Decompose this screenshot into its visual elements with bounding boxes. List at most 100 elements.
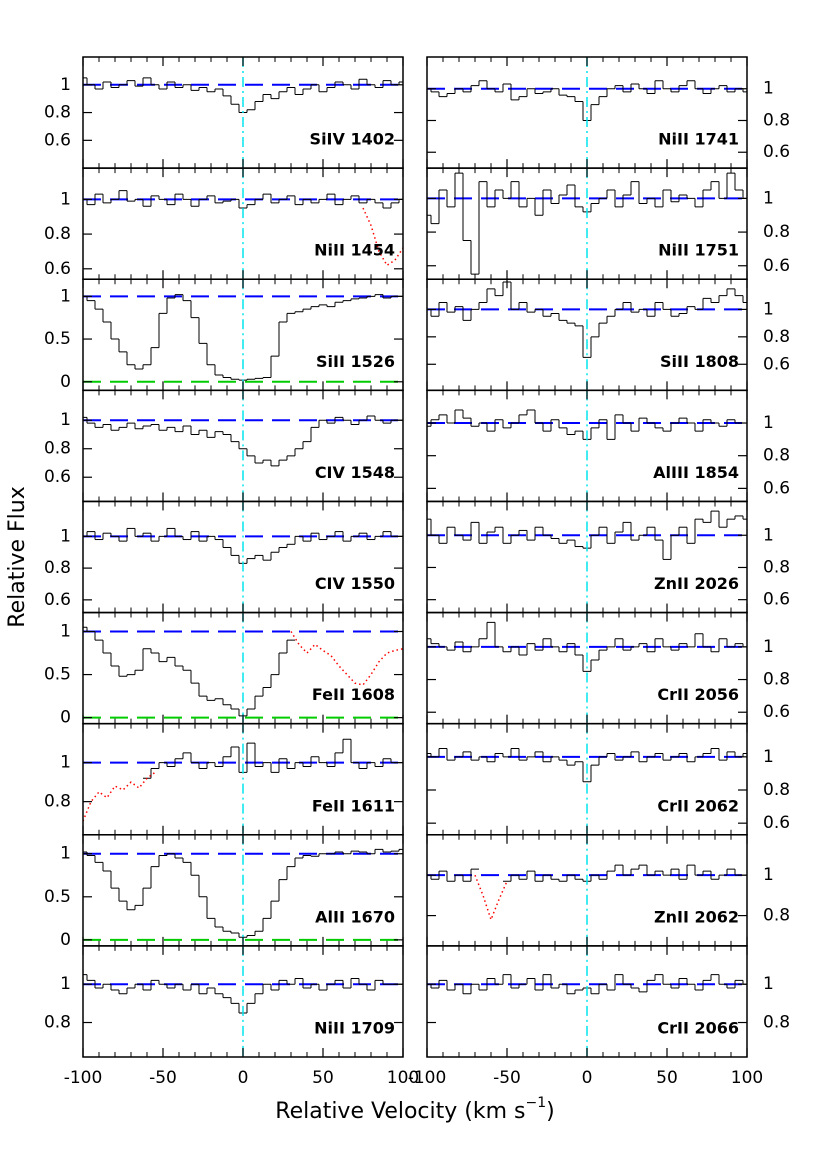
panel: 0.6 0.8 1 CrII 2062	[426, 722, 790, 836]
x-tick-label: 50	[656, 1068, 678, 1088]
panel: 0.6 0.8 1 SiIV 1402	[44, 56, 404, 169]
y-tick-label: 1	[60, 753, 71, 773]
plot-area	[427, 834, 747, 946]
y-tick-label: 1	[763, 413, 774, 433]
panel: 0.6 0.8 1 SiII 1808	[426, 278, 790, 392]
y-tick-label: 0.6	[763, 478, 790, 498]
y-tick-label: 1	[763, 865, 774, 885]
y-tick-label: 0.5	[44, 887, 71, 907]
panel: 0 0.5 1 AlII 1670	[44, 834, 404, 950]
panel: 0.8 1 FeII 1611	[44, 722, 404, 836]
panel: 0.6 0.8 1 CIV 1548	[44, 389, 404, 503]
panel: 0.6 0.8 1 NiII 1741	[426, 56, 790, 169]
plot-area	[427, 390, 747, 502]
panel-label: CrII 2062	[657, 796, 739, 815]
panel-label: AlIII 1854	[653, 463, 739, 482]
panel: 0.6 0.8 1 AlIII 1854	[426, 389, 790, 503]
panel-label: FeII 1608	[312, 685, 395, 704]
y-tick-label: 1	[763, 188, 774, 208]
y-tick-label: 0.8	[763, 446, 790, 466]
y-tick-label: 0.8	[763, 222, 790, 242]
y-tick-label: 0.6	[763, 590, 790, 610]
panel-label: ZnII 2026	[654, 574, 739, 593]
y-tick-label: 1	[60, 844, 71, 864]
y-tick-label: 1	[60, 286, 71, 306]
y-tick-label: 0.5	[44, 329, 71, 349]
plot-area	[83, 168, 403, 280]
panel-label: CrII 2066	[657, 1019, 739, 1038]
x-axis-title-sup: −1	[525, 1095, 546, 1111]
panel-label: NiII 1751	[658, 241, 739, 260]
y-axis-title: Relative Flux	[5, 486, 30, 627]
y-tick-label: 0.8	[44, 792, 71, 812]
plot-area	[83, 279, 403, 391]
y-tick-label: 1	[763, 974, 774, 994]
plot-area	[427, 57, 747, 169]
y-tick-label: 0.8	[44, 558, 71, 578]
y-tick-label: 0.6	[763, 702, 790, 722]
panel: 0 0.5 1 FeII 1608	[44, 611, 404, 728]
y-tick-label: 1	[60, 410, 71, 430]
y-tick-label: 0.8	[44, 1013, 71, 1033]
y-tick-label: 0.6	[44, 467, 71, 487]
y-tick-label: 0	[60, 372, 71, 392]
y-tick-label: 0.8	[44, 103, 71, 123]
y-tick-label: 1	[763, 79, 774, 99]
y-tick-label: 0.8	[763, 780, 790, 800]
y-tick-label: 1	[763, 525, 774, 545]
y-tick-label: 0.8	[763, 557, 790, 577]
panel-label: CIV 1550	[315, 574, 395, 593]
x-tick-label: -100	[64, 1068, 103, 1088]
panel: -100 -50 0 50 100 0.8 1 CrII 2066	[408, 945, 790, 1088]
plot-area	[83, 57, 403, 169]
panel: 0.8 1 ZnII 2062	[426, 834, 790, 947]
plot-area	[427, 168, 747, 280]
blend-line	[290, 631, 403, 686]
y-tick-label: 1	[763, 637, 774, 657]
x-tick-label: 100	[731, 1068, 763, 1088]
panel-label: NiII 1741	[658, 130, 739, 149]
y-tick-label: 0.8	[763, 906, 790, 926]
y-tick-label: 0.6	[763, 813, 790, 833]
plot-area	[83, 390, 403, 502]
y-tick-label: 0	[60, 930, 71, 950]
y-tick-label: 0.8	[44, 439, 71, 459]
y-tick-label: 0.8	[763, 110, 790, 130]
y-tick-label: 0.6	[44, 259, 71, 279]
panel-label: CIV 1548	[315, 463, 395, 482]
y-tick-label: 1	[60, 75, 71, 95]
x-tick-label: -50	[493, 1068, 521, 1088]
y-tick-label: 1	[60, 974, 71, 994]
plot-area	[427, 612, 747, 724]
panel-label: AlII 1670	[315, 907, 395, 926]
x-axis-title-end: )	[546, 1099, 555, 1124]
y-tick-label: 0	[60, 708, 71, 728]
plot-area	[83, 945, 403, 1057]
blend-line	[474, 874, 508, 922]
y-tick-label: 0.6	[763, 354, 790, 374]
x-tick-label: 50	[312, 1068, 334, 1088]
y-tick-label: 1	[60, 526, 71, 546]
panel-label: FeII 1611	[312, 796, 395, 815]
panel-label: CrII 2056	[657, 685, 739, 704]
x-tick-label: 0	[582, 1068, 593, 1088]
y-tick-label: 1	[763, 747, 774, 767]
x-tick-label: 0	[238, 1068, 249, 1088]
panel-label: NiII 1709	[314, 1019, 395, 1038]
plot-area	[427, 501, 747, 613]
y-tick-label: 1	[60, 189, 71, 209]
plot-area	[83, 612, 403, 724]
panel-label: ZnII 2062	[654, 907, 739, 926]
blend-line	[83, 771, 156, 822]
panel: 0.6 0.8 1 NiII 1454	[44, 167, 404, 280]
plot-area	[427, 723, 747, 835]
panel: 0.6 0.8 1 CIV 1550	[44, 500, 404, 614]
y-tick-label: 0.8	[763, 1013, 790, 1033]
y-tick-label: 0.6	[763, 142, 790, 162]
plot-area	[83, 501, 403, 613]
y-tick-label: 1	[763, 299, 774, 319]
panel: -100 -50 0 50 100 0.8 1 NiII 1709	[44, 945, 419, 1088]
y-tick-label: 0.6	[44, 130, 71, 150]
panel: 0.6 0.8 1 NiII 1751	[426, 167, 790, 280]
